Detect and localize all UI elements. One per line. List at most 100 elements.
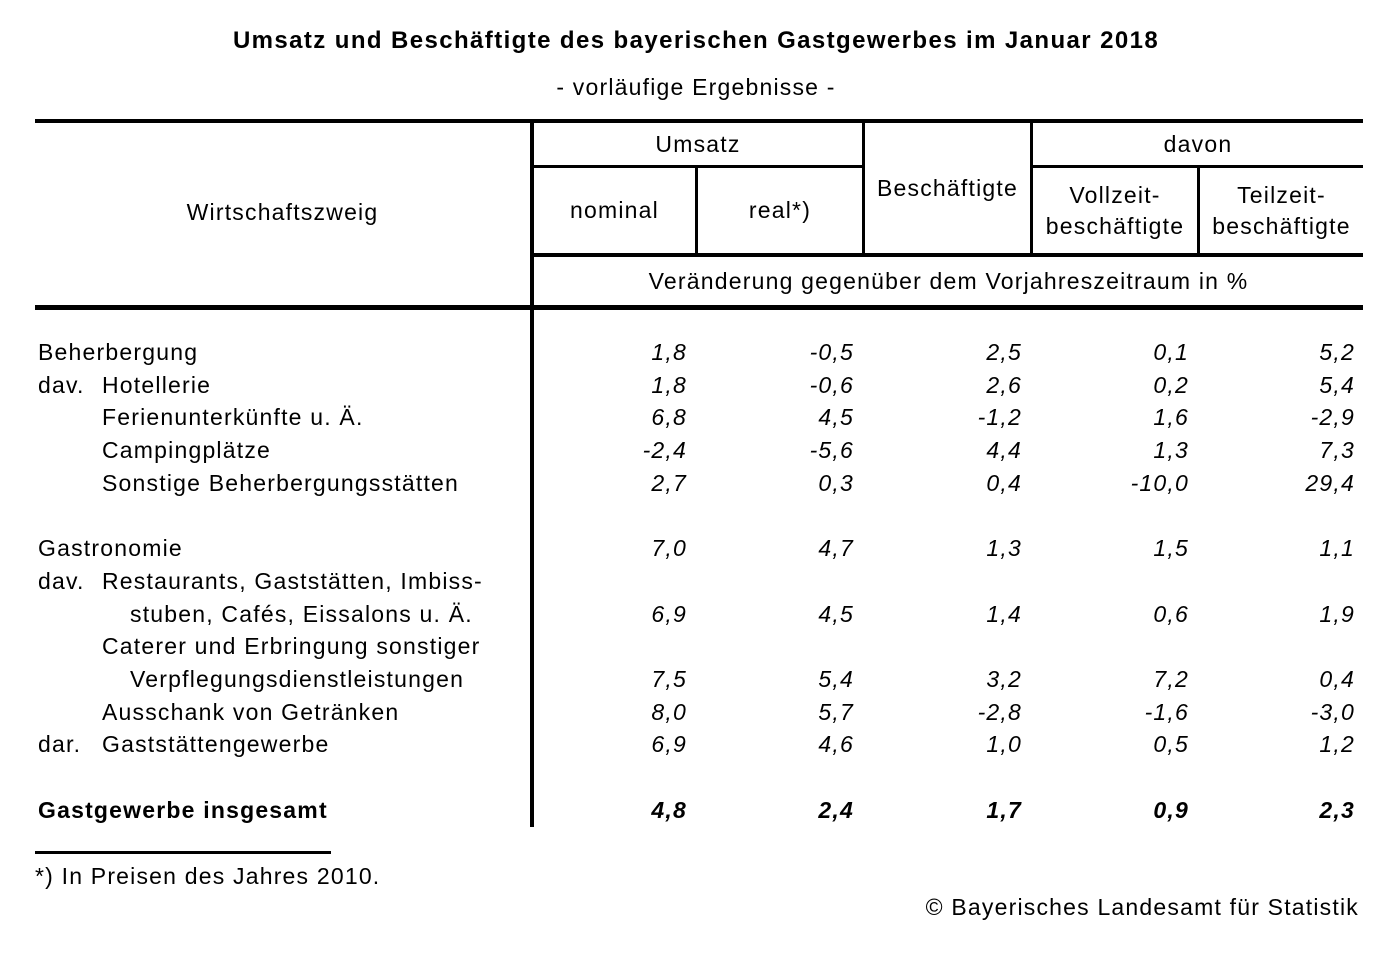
col-header-teilzeit: Teilzeit- beschäftigte: [1200, 168, 1363, 253]
value-cell: 4,5: [818, 600, 854, 627]
value-cell: [695, 630, 862, 663]
row-prefix: [38, 598, 102, 631]
row-label-cell: dav. Restaurants, Gaststätten, Imbiss-: [35, 565, 530, 598]
value-cell: 1,4: [986, 600, 1022, 627]
row-label-cell: Verpflegungsdienstleistungen: [35, 663, 530, 696]
col-header-vollzeit-line1: Vollzeit-: [1069, 181, 1161, 208]
table-row: Sonstige Beherbergungsstätten 2,7 0,3 0,4 -1…: [35, 467, 1363, 500]
row-label: Beherbergung: [38, 339, 199, 365]
value-cell: 0,1: [1153, 339, 1189, 365]
col-header-vollzeit-line2: beschäftigte: [1045, 212, 1185, 239]
row-label: Gastgewerbe insgesamt: [38, 796, 328, 823]
value-cell: 2,3: [1319, 796, 1355, 823]
row-label-cell: Gastgewerbe insgesamt: [35, 794, 530, 827]
value-cell: 4,4: [986, 437, 1022, 464]
vollzeit-teilzeit-divider: [1197, 165, 1200, 253]
col-header-vollzeit: Vollzeit- beschäftigte: [1033, 168, 1197, 253]
row-prefix: [38, 401, 102, 434]
row-label-cell: dav. Hotellerie: [35, 369, 530, 402]
value-cell: -3,0: [1310, 698, 1355, 725]
table-row: dav. Restaurants, Gaststätten, Imbiss-: [35, 565, 1363, 598]
table-row: dar. Gaststättengewerbe 6,9 4,6 1,0 0,5 1,2: [35, 728, 1363, 761]
value-cell: 6,8: [651, 404, 687, 431]
value-cell: [695, 565, 862, 598]
row-label: Caterer und Erbringung sonstiger: [102, 633, 481, 660]
value-cell: 1,1: [1319, 535, 1355, 562]
value-cell: [1030, 565, 1197, 598]
value-cell: 2,6: [986, 371, 1022, 398]
value-cell: 0,3: [818, 469, 854, 496]
value-cell: 7,0: [651, 535, 687, 562]
value-cell: 5,4: [1319, 371, 1355, 398]
value-cell: 8,0: [651, 698, 687, 725]
value-cell: 2,7: [651, 469, 687, 496]
unit-row: Veränderung gegenüber dem Vorjahreszeitr…: [534, 257, 1363, 305]
value-cell: 1,9: [1319, 600, 1355, 627]
col-group-davon-label: davon: [1163, 130, 1233, 157]
value-cell: 1,7: [986, 796, 1022, 823]
header-bottom-rule: [35, 305, 1363, 310]
row-label-cell: Gastronomie: [35, 532, 530, 565]
copyright: © Bayerisches Landesamt für Statistik: [925, 894, 1359, 920]
value-cell: 5,2: [1319, 339, 1355, 365]
col-header-wirtschaftszweig-label: Wirtschaftszweig: [186, 198, 379, 225]
row-prefix: [38, 696, 102, 729]
row-label: Restaurants, Gaststätten, Imbiss-: [102, 567, 483, 594]
value-cell: 0,4: [1319, 665, 1355, 692]
spacer-row: [35, 761, 1363, 794]
row-label-cell: stuben, Cafés, Eissalons u. Ä.: [35, 598, 530, 631]
table-row: Ferienunterkünfte u. Ä. 6,8 4,5 -1,2 1,6 -2,9: [35, 401, 1363, 434]
value-cell: -1,6: [1144, 698, 1189, 725]
value-cell: -2,4: [642, 437, 687, 464]
row-prefix: [38, 663, 102, 696]
value-cell: 7,3: [1319, 437, 1355, 464]
value-cell: -10,0: [1130, 469, 1189, 496]
table-row: stuben, Cafés, Eissalons u. Ä. 6,9 4,5 1,4 0…: [35, 598, 1363, 631]
col-header-teilzeit-line1: Teilzeit-: [1237, 181, 1326, 208]
beschaeftigte-davon-divider: [1030, 119, 1033, 253]
value-cell: -5,6: [809, 437, 854, 464]
col-header-nominal: nominal: [534, 168, 695, 253]
value-cell: 2,5: [986, 339, 1022, 365]
value-cell: 7,2: [1153, 665, 1189, 692]
value-cell: 2,4: [818, 796, 854, 823]
value-cell: -2,9: [1310, 404, 1355, 431]
value-cell: [1197, 630, 1363, 663]
nominal-real-divider: [695, 165, 698, 253]
value-cell: 1,8: [651, 371, 687, 398]
table-row: Beherbergung 1,8 -0,5 2,5 0,1 5,2: [35, 336, 1363, 369]
page-subtitle: - vorläufige Ergebnisse -: [556, 74, 836, 100]
col-group-davon: davon: [1033, 123, 1363, 165]
value-cell: 7,5: [651, 665, 687, 692]
davon-group-rule: [1030, 165, 1363, 168]
value-cell: 4,6: [818, 731, 854, 758]
value-cell: 4,8: [651, 796, 687, 823]
value-cell: 4,5: [818, 404, 854, 431]
value-cell: 5,7: [818, 698, 854, 725]
value-cell: 0,4: [986, 469, 1022, 496]
value-cell: 1,6: [1153, 404, 1189, 431]
value-cell: 0,5: [1153, 731, 1189, 758]
row-label-cell: Caterer und Erbringung sonstiger: [35, 630, 530, 663]
value-cell: -0,5: [809, 339, 854, 365]
col-header-nominal-label: nominal: [570, 197, 659, 223]
value-cell: 1,5: [1153, 535, 1189, 562]
row-prefix: dav.: [38, 567, 85, 594]
row-label: Gastronomie: [38, 535, 183, 562]
row-label: Sonstige Beherbergungsstätten: [102, 469, 460, 496]
value-cell: [1030, 630, 1197, 663]
value-cell: [862, 630, 1030, 663]
value-cell: 1,2: [1319, 731, 1355, 758]
table-row: Ausschank von Getränken 8,0 5,7 -2,8 -1,6 -3,…: [35, 696, 1363, 729]
table-row: Gastronomie 7,0 4,7 1,3 1,5 1,1: [35, 532, 1363, 565]
value-cell: [530, 630, 695, 663]
value-cell: 5,4: [818, 665, 854, 692]
value-cell: [530, 565, 695, 598]
col-header-beschaeftigte-label: Beschäftigte: [877, 174, 1018, 201]
col-header-teilzeit-line2: beschäftigte: [1212, 212, 1351, 239]
value-cell: 0,6: [1153, 600, 1189, 627]
row-label: Verpflegungsdienstleistungen: [130, 665, 465, 692]
col-header-real-label: real*): [748, 197, 812, 223]
table-row: dav. Hotellerie 1,8 -0,6 2,6 0,2 5,4: [35, 369, 1363, 402]
